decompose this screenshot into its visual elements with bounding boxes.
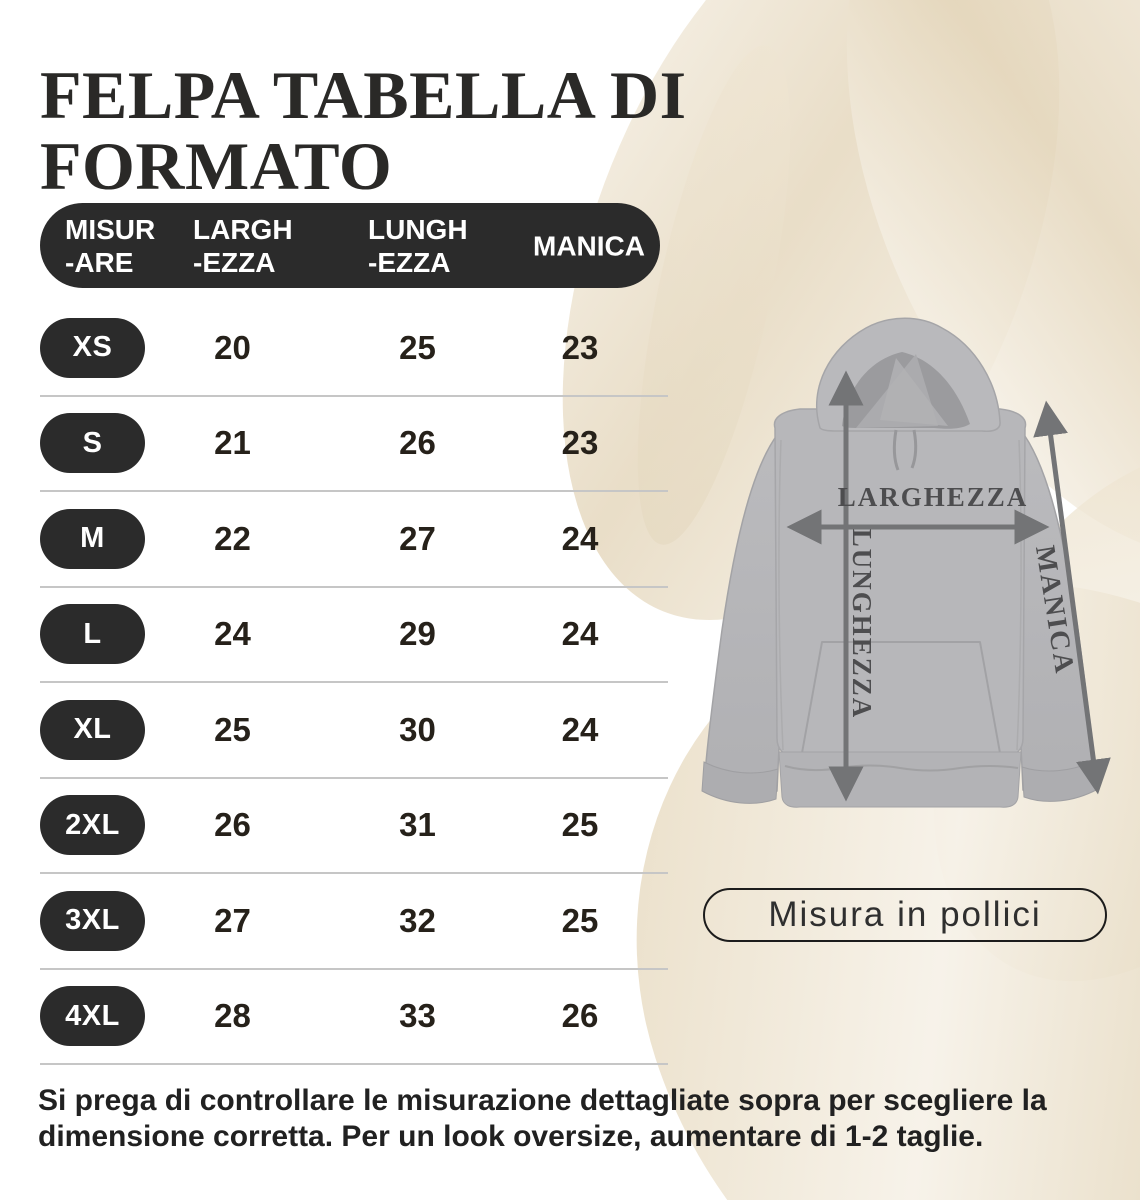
table-row: 3XL 27 32 25: [40, 874, 668, 970]
cell-larghezza: 27: [214, 901, 251, 939]
cell-manica: 24: [561, 710, 599, 748]
page-title-line1: FELPA TABELLA DI: [40, 56, 687, 133]
hoodie-diagram: LARGHEZZA LUNGHEZZA MANICA: [701, 317, 1111, 808]
size-badge: 3XL: [40, 890, 145, 951]
unit-note-text: Misura in pollici: [768, 895, 1042, 934]
cell-lunghezza: 27: [399, 519, 436, 557]
table-row: 4XL 28 33 26: [40, 970, 668, 1065]
size-badge-label: M: [80, 522, 105, 555]
size-badge: S: [40, 413, 145, 474]
cell-manica: 24: [561, 615, 599, 653]
size-badge-label: L: [83, 617, 102, 650]
table-row: S 21 26 23: [40, 397, 668, 492]
size-badge-label: 2XL: [65, 808, 120, 841]
cell-manica: 25: [561, 806, 599, 844]
table-row: XL 25 30 24: [40, 683, 668, 779]
cell-larghezza: 24: [214, 615, 251, 653]
footer-note-line2: dimensione corretta. Per un look oversiz…: [38, 1120, 984, 1153]
size-badge: XL: [40, 699, 145, 760]
size-badge: 4XL: [40, 986, 145, 1047]
size-badge: L: [40, 604, 145, 665]
cell-manica: 23: [561, 424, 599, 462]
footer-note-line1: Si prega di controllare le misurazione d…: [38, 1084, 1047, 1117]
cell-larghezza: 22: [214, 519, 251, 557]
cell-lunghezza: 26: [399, 424, 436, 462]
page-title-line2: FORMATO: [40, 127, 393, 204]
cell-manica: 23: [561, 328, 599, 366]
cell-manica: 26: [561, 997, 599, 1035]
footer-note: Si prega di controllare le misurazione d…: [38, 1083, 1047, 1155]
cell-lunghezza: 29: [399, 615, 436, 653]
cell-larghezza: 21: [214, 424, 251, 462]
table-header-cell: MISUR -ARE: [65, 213, 156, 278]
hoodie-hem-band: [778, 751, 1022, 808]
table-header-cell: MANICA: [533, 230, 645, 261]
table-row: M 22 27 24: [40, 492, 668, 588]
size-table: XS 20 25 23 S 21 26 23 M 22 27 24 L 24 2…: [40, 301, 668, 1065]
cell-larghezza: 28: [214, 997, 251, 1035]
size-badge: M: [40, 508, 145, 569]
hoodie-pocket: [801, 641, 1001, 754]
table-row: XS 20 25 23: [40, 301, 668, 397]
size-badge-label: XL: [73, 713, 112, 746]
table-header: MISUR -ARE LARGH -EZZA LUNGH -EZZA MANICA: [40, 203, 660, 288]
table-row: L 24 29 24: [40, 588, 668, 683]
cell-larghezza: 25: [214, 710, 251, 748]
table-header-cell: LUNGH -EZZA: [368, 213, 468, 278]
table-header-cell: LARGH -EZZA: [193, 213, 293, 278]
cell-larghezza: 20: [214, 328, 251, 366]
cell-lunghezza: 32: [399, 901, 436, 939]
size-badge: 2XL: [40, 795, 145, 856]
size-badge: XS: [40, 317, 145, 378]
length-label: LUNGHEZZA: [847, 529, 877, 720]
table-row: 2XL 26 31 25: [40, 779, 668, 874]
cell-manica: 24: [561, 519, 599, 557]
cell-lunghezza: 25: [399, 328, 436, 366]
size-badge-label: XS: [72, 331, 113, 364]
page-title: FELPA TABELLA DI FORMATO: [40, 56, 687, 204]
cell-larghezza: 26: [214, 806, 251, 844]
size-badge-label: 4XL: [65, 999, 120, 1032]
size-badge-label: S: [82, 426, 103, 459]
cell-lunghezza: 33: [399, 997, 436, 1035]
cell-lunghezza: 30: [399, 710, 436, 748]
cell-manica: 25: [561, 901, 599, 939]
size-badge-label: 3XL: [65, 904, 120, 937]
cell-lunghezza: 31: [399, 806, 436, 844]
unit-note-pill: Misura in pollici: [703, 888, 1107, 942]
width-label: LARGHEZZA: [838, 482, 1029, 512]
